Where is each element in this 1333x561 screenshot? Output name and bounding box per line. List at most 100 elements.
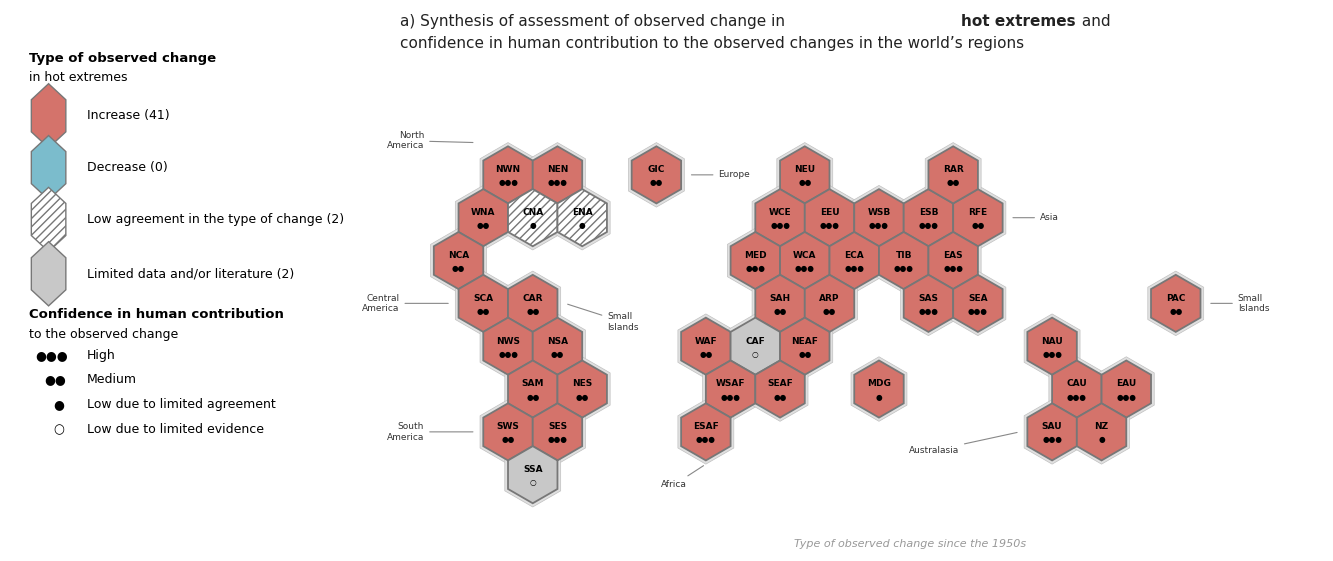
Polygon shape [508,446,557,503]
Text: Low due to limited evidence: Low due to limited evidence [87,423,264,436]
Polygon shape [480,142,536,207]
Polygon shape [32,187,65,251]
Text: Increase (41): Increase (41) [87,109,169,122]
Text: ●●: ●● [527,393,540,402]
Text: ●●●: ●●● [1042,350,1062,358]
Polygon shape [752,357,808,421]
Polygon shape [484,318,533,375]
Text: Asia: Asia [1013,213,1058,222]
Polygon shape [557,189,607,246]
Polygon shape [431,228,487,293]
Text: ●●: ●● [1169,307,1182,316]
Text: and: and [1077,14,1110,29]
Text: WCA: WCA [793,251,817,260]
Text: Low due to limited agreement: Low due to limited agreement [87,398,276,411]
Polygon shape [780,146,829,204]
Polygon shape [459,189,508,246]
Text: ●●: ●● [527,307,540,316]
Text: Central
America: Central America [363,293,448,313]
Text: ●●●: ●●● [844,264,864,273]
Polygon shape [878,232,929,289]
Text: ●●: ●● [773,393,786,402]
Polygon shape [706,361,756,417]
Text: NEU: NEU [794,165,816,174]
Polygon shape [505,271,561,335]
Polygon shape [1077,403,1126,461]
Text: SAU: SAU [1042,422,1062,431]
Polygon shape [433,232,484,289]
Text: in hot extremes: in hot extremes [29,71,127,84]
Polygon shape [533,403,583,461]
Polygon shape [1052,361,1101,417]
Text: WNA: WNA [471,208,496,217]
Polygon shape [756,361,805,417]
Polygon shape [505,443,561,507]
Polygon shape [929,232,978,289]
Polygon shape [730,318,780,375]
Text: SES: SES [548,422,567,431]
Polygon shape [529,399,585,464]
Text: SWS: SWS [497,422,520,431]
Text: NCA: NCA [448,251,469,260]
Text: TIB: TIB [896,251,912,260]
Polygon shape [752,186,808,250]
Polygon shape [1049,357,1105,421]
Polygon shape [32,84,65,148]
Polygon shape [557,361,607,417]
Polygon shape [505,186,561,250]
Text: ●●●: ●●● [499,350,519,358]
Polygon shape [901,186,956,250]
Text: ECA: ECA [844,251,864,260]
Polygon shape [904,189,953,246]
Text: ○: ○ [752,350,758,358]
Polygon shape [850,357,906,421]
Text: Europe: Europe [692,171,750,180]
Text: CAR: CAR [523,294,543,303]
Polygon shape [780,232,829,289]
Polygon shape [555,357,611,421]
Text: NWS: NWS [496,337,520,346]
Text: ●●: ●● [551,350,564,358]
Text: GIC: GIC [648,165,665,174]
Text: ●●: ●● [773,307,786,316]
Text: ●●: ●● [501,435,515,444]
Polygon shape [484,403,533,461]
Polygon shape [32,136,65,200]
Polygon shape [826,228,882,293]
Polygon shape [1098,357,1154,421]
Text: SEAF: SEAF [768,379,793,388]
Text: ●●●: ●●● [1042,435,1062,444]
Text: WSB: WSB [868,208,890,217]
Text: ●●: ●● [576,393,589,402]
Text: NAU: NAU [1041,337,1062,346]
Text: ●●●: ●●● [745,264,765,273]
Text: ●●●: ●●● [918,307,938,316]
Text: NSA: NSA [547,337,568,346]
Polygon shape [555,186,611,250]
Polygon shape [681,318,730,375]
Text: MED: MED [744,251,766,260]
Text: confidence in human contribution to the observed changes in the world’s regions: confidence in human contribution to the … [400,36,1024,52]
Polygon shape [1101,361,1150,417]
Text: Decrease (0): Decrease (0) [87,161,168,174]
Text: ●: ● [876,393,882,402]
Polygon shape [505,357,561,421]
Text: ENA: ENA [572,208,593,217]
Text: ESAF: ESAF [693,422,718,431]
Text: ●●●: ●●● [794,264,814,273]
Text: ○: ○ [529,478,536,487]
Polygon shape [953,275,1002,332]
Polygon shape [929,146,978,204]
Text: ESB: ESB [918,208,938,217]
Text: ●●: ●● [946,178,960,187]
Polygon shape [904,275,953,332]
Text: SAS: SAS [918,294,938,303]
Polygon shape [508,361,557,417]
Polygon shape [752,271,808,335]
Polygon shape [829,232,878,289]
Text: SSA: SSA [523,465,543,474]
Polygon shape [876,228,932,293]
Polygon shape [533,146,583,204]
Text: Limited data and/or literature (2): Limited data and/or literature (2) [87,267,295,280]
Polygon shape [678,314,733,379]
